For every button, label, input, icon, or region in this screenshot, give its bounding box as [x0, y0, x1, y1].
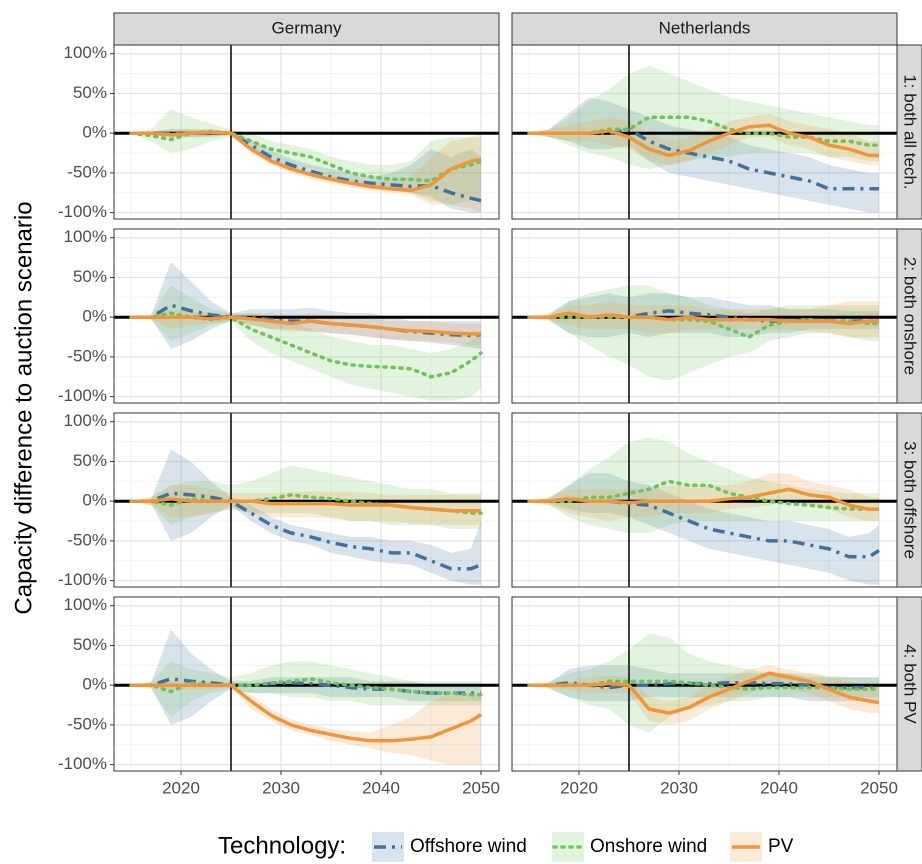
x-tick-label: 2040 [760, 778, 798, 797]
strip-label: Germany [272, 18, 342, 37]
x-tick-label: 2040 [362, 778, 400, 797]
y-tick-label: -100% [58, 754, 107, 773]
y-tick-label: 0% [82, 123, 107, 142]
strip-label: 2: both onshore [901, 257, 920, 375]
y-tick-label: 0% [82, 675, 107, 694]
series-line [129, 129, 483, 183]
y-tick-label: 50% [73, 83, 107, 102]
x-tick-label: 2020 [162, 778, 200, 797]
y-axis-title: Capacity difference to auction scenario [10, 201, 37, 614]
legend-label: Onshore wind [590, 836, 707, 857]
confidence-band [131, 661, 481, 717]
panel-border [511, 44, 898, 220]
confidence-band [131, 261, 481, 349]
y-tick-label: 50% [73, 451, 107, 470]
strip-background [896, 596, 922, 772]
strip-label: Netherlands [659, 18, 751, 37]
panel [114, 597, 499, 771]
confidence-band [131, 449, 481, 585]
series-line [131, 683, 482, 743]
x-tick-label: 2050 [860, 778, 898, 797]
x-tick-label: 2050 [462, 778, 500, 797]
confidence-band [131, 129, 481, 213]
y-tick-label: 100% [64, 595, 107, 614]
y-tick-label: 0% [82, 307, 107, 326]
y-tick-label: -50% [67, 714, 107, 733]
series-line [529, 123, 879, 158]
strip-label: 4: both PV [901, 644, 920, 724]
y-tick-label: 0% [82, 491, 107, 510]
series-line [529, 311, 879, 326]
confidence-band [529, 473, 879, 522]
panel [512, 413, 897, 587]
legend-label: Offshore wind [410, 836, 527, 857]
series-line [131, 497, 481, 513]
legend-title: Technology: [218, 832, 346, 859]
series-line [529, 671, 880, 715]
x-tick-label: 2030 [262, 778, 300, 797]
y-tick-label: -100% [58, 570, 107, 589]
strip-label: 1: both all tech. [901, 74, 920, 189]
y-tick-label: -100% [58, 386, 107, 405]
y-tick-label: 50% [73, 267, 107, 286]
series-line [529, 487, 879, 511]
series-line [129, 311, 483, 379]
confidence-band [529, 65, 879, 169]
series-line [527, 479, 881, 511]
panel-border [113, 228, 500, 404]
confidence-band [131, 681, 481, 765]
confidence-band [529, 113, 879, 165]
panel [512, 45, 897, 219]
series-line [131, 491, 482, 571]
y-tick-label: -50% [67, 162, 107, 181]
panel-border [113, 412, 500, 588]
series-line [527, 115, 881, 147]
y-tick-label: 100% [64, 227, 107, 246]
y-tick-label: -100% [58, 202, 107, 221]
x-tick-label: 2020 [560, 778, 598, 797]
series-line [131, 130, 482, 193]
strip-background [113, 12, 500, 46]
confidence-band [131, 629, 481, 725]
x-tick-label: 2030 [660, 778, 698, 797]
panel [114, 229, 499, 403]
strip-background [896, 44, 922, 220]
panel [114, 45, 499, 219]
panel-border [511, 412, 898, 588]
y-tick-label: 50% [73, 635, 107, 654]
strip-label: 3: both offshore [901, 441, 920, 559]
legend-label: PV [768, 836, 794, 857]
panel [114, 413, 499, 587]
panel [512, 229, 897, 403]
y-tick-label: -50% [67, 530, 107, 549]
y-tick-label: 100% [64, 43, 107, 62]
panel [512, 597, 897, 771]
series-line [129, 677, 483, 697]
confidence-band [529, 285, 879, 381]
panel-border [511, 228, 898, 404]
y-tick-label: 100% [64, 411, 107, 430]
panel-border [113, 596, 500, 772]
panel-border [511, 596, 898, 772]
series-line [131, 315, 481, 336]
panel-border [113, 44, 500, 220]
y-tick-label: -50% [67, 346, 107, 365]
confidence-band [131, 129, 481, 213]
confidence-band [529, 293, 879, 338]
strip-background [511, 12, 898, 46]
